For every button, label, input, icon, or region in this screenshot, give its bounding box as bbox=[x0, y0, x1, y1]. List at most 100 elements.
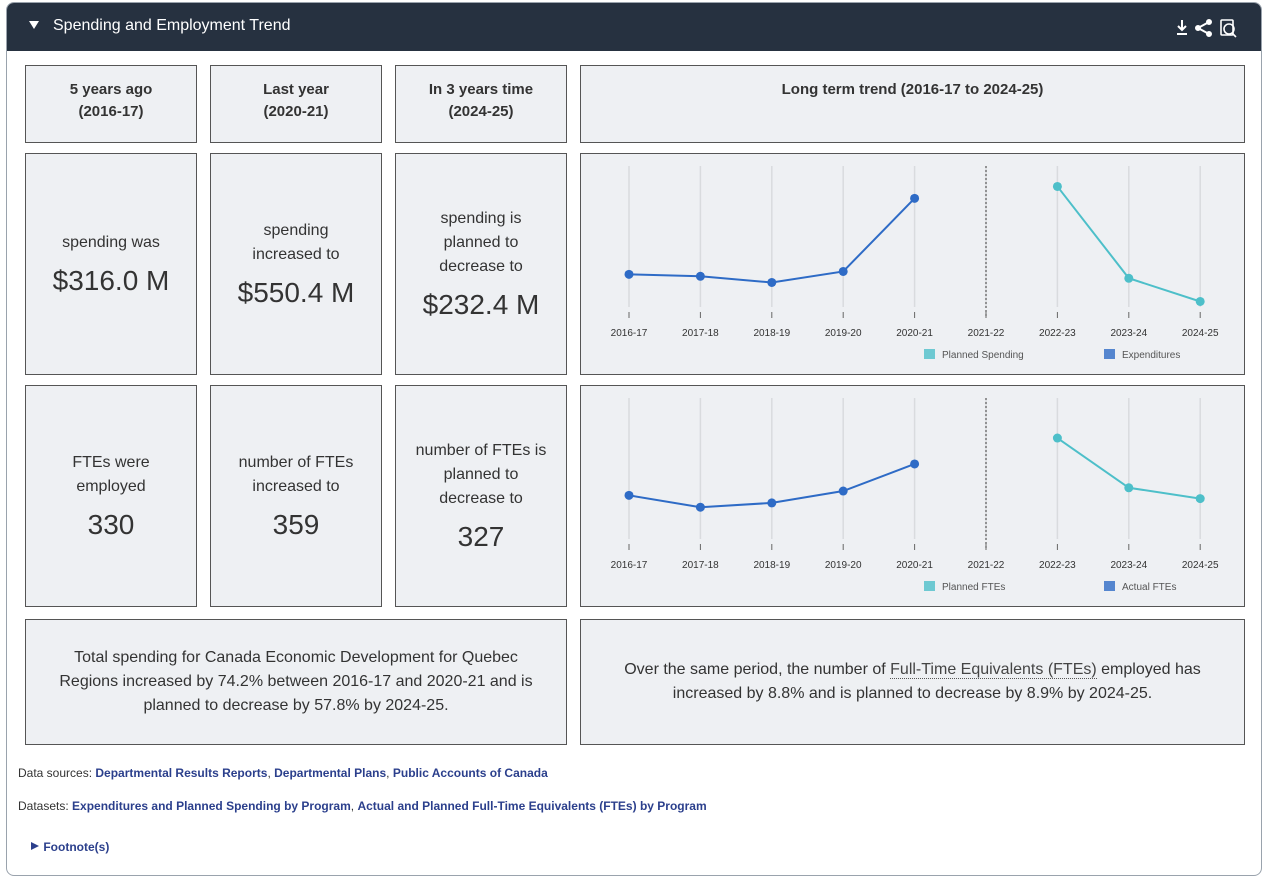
column-period: (2024-25) bbox=[448, 103, 514, 120]
data-point bbox=[1195, 296, 1205, 306]
tile: spending is planned to decrease to $232.4… bbox=[395, 153, 567, 375]
separator: , bbox=[386, 766, 390, 780]
footnotes-toggle[interactable]: Footnote(s) bbox=[43, 840, 110, 854]
tile-amount: 330 bbox=[87, 509, 135, 540]
x-tick-label: 2022-23 bbox=[1039, 560, 1076, 571]
column-label: Long term trend (2016-17 to 2024-25) bbox=[781, 81, 1044, 98]
data-point bbox=[695, 502, 705, 512]
chart-box: 2016-17 2017-18 2018-19 2019-20 2020-21 2021-… bbox=[580, 385, 1245, 607]
column-period: (2016-17) bbox=[78, 103, 144, 120]
x-tick-label: 2021-22 bbox=[968, 328, 1005, 339]
data-point bbox=[838, 266, 848, 276]
x-tick-label: 2023-24 bbox=[1110, 328, 1147, 339]
data-point bbox=[767, 277, 777, 287]
tile-text: number of FTEs is planned to decrease to bbox=[415, 442, 547, 507]
tile: spending increased to $550.4 M bbox=[210, 153, 382, 375]
data-point bbox=[838, 486, 848, 496]
summary-text-part: employed has increased by 8.8% and is pl… bbox=[672, 661, 1201, 702]
legend-swatch bbox=[1104, 581, 1115, 591]
data-point bbox=[1052, 181, 1062, 191]
data-point bbox=[1195, 494, 1205, 504]
tile-text: spending increased to bbox=[252, 222, 340, 263]
legend-swatch bbox=[1104, 349, 1115, 359]
x-tick-label: 2020-21 bbox=[896, 560, 933, 571]
x-tick-label: 2019-20 bbox=[825, 328, 862, 339]
x-tick-label: 2020-21 bbox=[896, 328, 933, 339]
panel-header[interactable]: Spending and Employment Trend bbox=[7, 3, 1261, 51]
data-point bbox=[624, 269, 634, 279]
source-link[interactable]: Actual and Planned Full-Time Equivalents… bbox=[357, 799, 707, 813]
tile-amount: 327 bbox=[457, 521, 505, 552]
separator: , bbox=[350, 799, 355, 813]
column-period: (2020-21) bbox=[263, 103, 329, 120]
x-tick-label: 2023-24 bbox=[1110, 560, 1147, 571]
summary-text-part: Over the same period, the number of bbox=[624, 661, 886, 678]
x-tick-label: 2021-22 bbox=[968, 560, 1005, 571]
panel-title: Spending and Employment Trend bbox=[53, 17, 291, 34]
data-point bbox=[910, 193, 920, 203]
summary-box: Over the same period, the number of Full… bbox=[580, 619, 1245, 745]
datasets: Datasets: Expenditures and Planned Spend… bbox=[18, 799, 707, 813]
x-tick-label: 2018-19 bbox=[753, 560, 790, 571]
collapse-arrow[interactable] bbox=[29, 20, 39, 30]
data-point bbox=[1124, 483, 1134, 493]
tile-text: FTEs were employed bbox=[72, 454, 150, 495]
summary-text: Total spending for Canada Economic Devel… bbox=[59, 649, 533, 714]
legend-label: Planned Spending bbox=[942, 350, 1024, 361]
legend-label: Planned FTEs bbox=[942, 582, 1005, 593]
data-point bbox=[1124, 273, 1134, 283]
tile-text: number of FTEs increased to bbox=[238, 454, 354, 495]
data-point bbox=[695, 271, 705, 281]
legend-label: Expenditures bbox=[1122, 350, 1180, 361]
source-link[interactable]: Expenditures and Planned Spending by Pro… bbox=[72, 799, 351, 813]
data-point bbox=[910, 459, 920, 469]
x-tick-label: 2024-25 bbox=[1182, 328, 1219, 339]
tile-amount: $316.0 M bbox=[52, 265, 170, 296]
column-header: 5 years ago (2016-17) bbox=[25, 65, 197, 143]
expand-arrow bbox=[31, 842, 39, 850]
details-icon[interactable] bbox=[1220, 19, 1237, 38]
chart-box: 2016-17 2017-18 2018-19 2019-20 2020-21 2021-… bbox=[580, 153, 1245, 375]
source-link[interactable]: Departmental Plans bbox=[274, 766, 387, 780]
separator: , bbox=[267, 766, 271, 780]
tile: FTEs were employed 330 bbox=[25, 385, 197, 607]
source-link[interactable]: Public Accounts of Canada bbox=[392, 766, 548, 780]
header-icons bbox=[1177, 19, 1237, 38]
legend-swatch bbox=[924, 349, 935, 359]
column-header: In 3 years time (2024-25) bbox=[395, 65, 567, 143]
download-icon[interactable] bbox=[1177, 20, 1187, 35]
summary-text: Over the same period, the number of Full… bbox=[601, 658, 1224, 706]
column-label: Last year bbox=[263, 81, 329, 98]
column-header: Last year (2020-21) bbox=[210, 65, 382, 143]
x-tick-label: 2016-17 bbox=[611, 560, 648, 571]
data-point bbox=[1052, 433, 1062, 443]
tile-amount: 359 bbox=[272, 509, 320, 540]
data-point bbox=[767, 498, 777, 508]
source-link[interactable]: Departmental Results Reports bbox=[95, 766, 268, 780]
column-header: Long term trend (2016-17 to 2024-25) bbox=[580, 65, 1245, 143]
share-icon[interactable] bbox=[1195, 19, 1212, 37]
x-tick-label: 2022-23 bbox=[1039, 328, 1076, 339]
datasets-label: Datasets: bbox=[18, 799, 69, 813]
footnotes[interactable]: Footnote(s) bbox=[30, 840, 109, 854]
tile: number of FTEs is planned to decrease to… bbox=[395, 385, 567, 607]
x-tick-label: 2016-17 bbox=[611, 328, 648, 339]
summary-box: Total spending for Canada Economic Devel… bbox=[25, 619, 567, 745]
column-label: In 3 years time bbox=[428, 81, 534, 98]
line-chart: 2016-17 2017-18 2018-19 2019-20 2020-21 2021-… bbox=[611, 398, 1219, 593]
x-tick-label: 2024-25 bbox=[1182, 560, 1219, 571]
sources-label: Data sources: bbox=[18, 766, 93, 780]
data-sources: Data sources: Departmental Results Repor… bbox=[18, 766, 548, 780]
tile: spending was $316.0 M bbox=[25, 153, 197, 375]
x-tick-label: 2017-18 bbox=[682, 328, 719, 339]
tile-text: spending is planned to decrease to bbox=[439, 210, 523, 275]
data-point bbox=[624, 490, 634, 500]
line-chart: 2016-17 2017-18 2018-19 2019-20 2020-21 2021-… bbox=[611, 166, 1219, 361]
column-label: 5 years ago bbox=[69, 81, 153, 98]
tile: number of FTEs increased to 359 bbox=[210, 385, 382, 607]
legend-label: Actual FTEs bbox=[1122, 582, 1176, 593]
fte-definition-link[interactable]: Full-Time Equivalents (FTEs) bbox=[890, 661, 1097, 679]
panel: Spending and Employment Trend bbox=[6, 2, 1262, 876]
x-tick-label: 2018-19 bbox=[753, 328, 790, 339]
